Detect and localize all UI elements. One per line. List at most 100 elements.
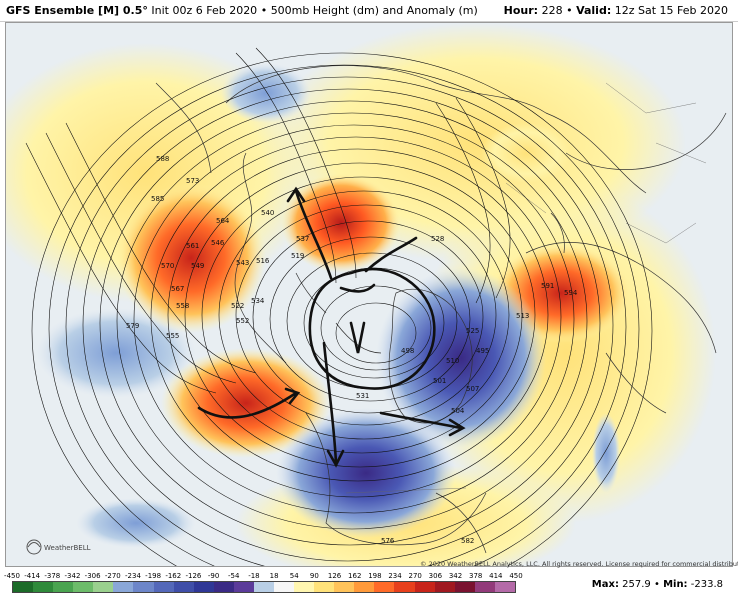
min-label: Min: <box>663 579 688 590</box>
ridge-anomaly-west <box>161 348 331 458</box>
arrow-annotation <box>197 387 301 419</box>
map-title: GFS Ensemble [M] 0.5° Init 00z 6 Feb 202… <box>6 4 478 17</box>
contour-label: 555 <box>166 332 179 340</box>
contour-label: 561 <box>186 242 199 250</box>
colorbar-cell <box>253 582 275 592</box>
contour-label: 594 <box>564 289 578 297</box>
valid-separator: • <box>566 4 573 17</box>
contour-label: 534 <box>251 297 265 305</box>
colorbar-cell <box>274 582 295 592</box>
colorbar-tick-label: -90 <box>207 572 220 580</box>
valid-time: Hour: 228 • Valid: 12z Sat 15 Feb 2020 <box>504 4 728 17</box>
colorbar-tick-label: -378 <box>44 572 61 580</box>
colorbar-cell <box>233 582 254 592</box>
colorbar-cell <box>173 582 194 592</box>
contour-label: 531 <box>356 392 369 400</box>
product-name: 500mb Height (dm) and Anomaly (m) <box>270 4 478 17</box>
colorbar-cell <box>73 582 94 592</box>
colorbar-tick-label: -54 <box>228 572 240 580</box>
contour-label: 543 <box>236 259 249 267</box>
colorbar-tick-label: -18 <box>248 572 260 580</box>
contour-label: 564 <box>216 217 230 225</box>
contour-label: 525 <box>466 327 479 335</box>
min-value: -233.8 <box>690 579 723 590</box>
colorbar-cell <box>414 582 435 592</box>
colorbar-cell <box>394 582 415 592</box>
logo-text: WeatherBELL <box>44 544 91 552</box>
map-panel[interactable]: 588 585 582 579 573 570 561 564 567 558 … <box>5 22 733 567</box>
colorbar-tick-label: 90 <box>309 572 319 580</box>
arrow-annotation <box>286 186 333 280</box>
colorbar-cell <box>193 582 214 592</box>
colorbar-tick-label: -450 <box>4 572 20 580</box>
arrow-annotation <box>379 411 466 437</box>
colorbar-tick-label: -270 <box>104 572 121 580</box>
contour-label: 552 <box>236 317 249 325</box>
contour-label: 585 <box>151 195 164 203</box>
trough-anomaly-north-america <box>276 408 456 538</box>
contour-label: 513 <box>516 312 529 320</box>
contour-label: 516 <box>256 257 270 265</box>
colorbar-cell <box>474 582 495 592</box>
title-separator: • <box>260 4 268 17</box>
colorbar-labels: -450 -414 -378 -342 -306 -270 -234 -198 -162 -126… <box>4 572 525 582</box>
colorbar-tick-label: 414 <box>489 572 503 580</box>
colorbar-cell <box>33 582 54 592</box>
colorbar-cell <box>153 582 174 592</box>
colorbar-tick-label: 450 <box>509 572 523 580</box>
colorbar-cell <box>494 582 515 592</box>
max-min-separator: • <box>653 579 660 590</box>
hour-value: 228 <box>541 4 563 17</box>
colorbar-cell <box>13 582 34 592</box>
contour-label: 549 <box>191 262 204 270</box>
colorbar-tick-label: 306 <box>428 572 443 580</box>
max-min-readout: Max: 257.9 • Min: -233.8 <box>592 579 723 590</box>
colorbar-cell <box>93 582 114 592</box>
arrow-annotation <box>339 283 376 293</box>
colorbar-tick-label: -234 <box>125 572 141 580</box>
map-canvas: 588 585 582 579 573 570 561 564 567 558 … <box>6 23 732 566</box>
contour-label: 576 <box>381 537 395 545</box>
contour-label: 588 <box>156 155 169 163</box>
logo-bell-icon <box>26 539 42 555</box>
colorbar-tick-label: -198 <box>145 572 162 580</box>
weak-trough-atlantic <box>592 413 620 493</box>
coastlines <box>155 65 727 554</box>
colorbar-tick-label: 234 <box>388 572 402 580</box>
colorbar-cell <box>334 582 355 592</box>
ridge-anomaly-arctic <box>281 173 401 273</box>
contour-label: 579 <box>126 322 139 330</box>
contour-label: 591 <box>541 282 554 290</box>
model-name: GFS Ensemble [M] 0.5° <box>6 4 148 17</box>
ridge-anomaly-pacific <box>116 183 266 333</box>
colorbar-tick-label: -342 <box>64 572 81 580</box>
contour-label: 504 <box>451 407 465 415</box>
contour-label: 519 <box>291 252 304 260</box>
colorbar-tick-label: -414 <box>24 572 41 580</box>
colorbar-tick-label: 18 <box>269 572 279 580</box>
contour-label: 582 <box>461 537 474 545</box>
contour-label: 567 <box>171 285 184 293</box>
colorbar-cell <box>434 582 455 592</box>
height-contours <box>25 47 653 566</box>
contour-label: 558 <box>176 302 189 310</box>
colorbar-tick-label: 270 <box>408 572 422 580</box>
weatherbell-logo: WeatherBELL <box>26 539 91 555</box>
colorbar-tick-label: 54 <box>289 572 299 580</box>
contour-label: 546 <box>211 239 225 247</box>
header: GFS Ensemble [M] 0.5° Init 00z 6 Feb 202… <box>0 0 738 22</box>
colorbar-cell <box>374 582 395 592</box>
colorbar-tick-label: 162 <box>348 572 362 580</box>
arrow-annotation <box>322 341 345 468</box>
contour-label: 495 <box>476 347 489 355</box>
colorbar-tick-label: 198 <box>368 572 382 580</box>
valid-label: Valid: <box>576 4 612 17</box>
colorbar-tick-label: 126 <box>327 572 342 580</box>
weak-trough-pacific <box>36 308 196 398</box>
contour-label: 540 <box>261 209 274 217</box>
logo-swoosh-icon <box>27 542 41 548</box>
hour-label: Hour: <box>503 4 539 17</box>
colorbar-cell <box>454 582 475 592</box>
arrow-annotation <box>349 321 366 354</box>
init-time: Init 00z 6 Feb 2020 <box>151 4 258 17</box>
